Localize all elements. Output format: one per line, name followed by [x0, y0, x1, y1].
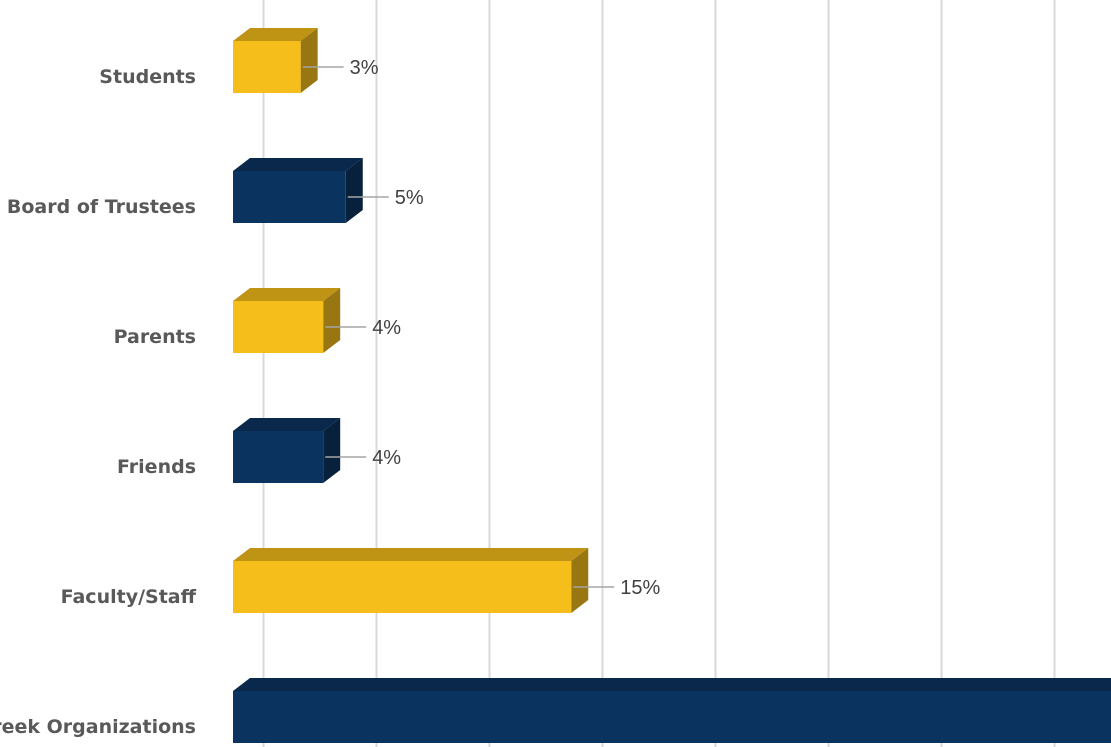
bar-front-face [233, 431, 324, 483]
bar [233, 158, 363, 223]
bar-side-face [571, 548, 589, 613]
bar-front-face [233, 41, 301, 93]
bar-top-face [233, 158, 363, 171]
data-label: 5% [395, 187, 424, 209]
data-label: 3% [350, 57, 379, 79]
bar-side-face [323, 418, 341, 483]
gridlines [262, 0, 1056, 747]
bar-top-face [233, 28, 318, 41]
data-label: 4% [372, 447, 401, 469]
bar-front-face [233, 301, 324, 353]
bar-top-face [233, 678, 1111, 691]
bar-front-face [233, 171, 346, 223]
bar-front-face [233, 561, 572, 613]
bar [233, 28, 318, 93]
category-label: Parents [114, 326, 196, 348]
bars [233, 28, 1111, 743]
category-label: Friends [117, 456, 196, 478]
bar-side-face [323, 288, 341, 353]
data-label: 4% [372, 317, 401, 339]
data-label: 15% [620, 577, 660, 599]
bar-front-face [233, 691, 1111, 743]
category-label: Board of Trustees [7, 196, 196, 218]
bar-side-face [300, 28, 318, 93]
bar [233, 418, 341, 483]
bar-side-face [345, 158, 363, 223]
category-label: Students [99, 66, 196, 88]
bar [233, 548, 589, 613]
labels: Students 3% Board of Trustees 5% Parents 4% Fr… [0, 57, 660, 738]
bar-top-face [233, 288, 341, 301]
bar-top-face [233, 548, 589, 561]
category-label: Faculty/Staff [61, 586, 197, 608]
bar [233, 678, 1111, 743]
bar-top-face [233, 418, 341, 431]
bar [233, 288, 341, 353]
category-label: Greek Organizations [0, 716, 196, 738]
